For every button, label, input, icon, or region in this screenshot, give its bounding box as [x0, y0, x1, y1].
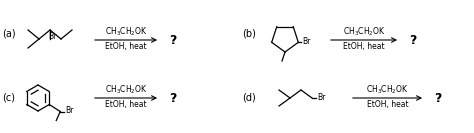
- Text: ?: ?: [169, 92, 177, 105]
- Text: CH$_3$CH$_2$OK: CH$_3$CH$_2$OK: [343, 26, 385, 38]
- Text: Br: Br: [302, 37, 310, 46]
- Text: ?: ?: [410, 34, 417, 47]
- Text: Br: Br: [48, 32, 56, 41]
- Text: EtOH, heat: EtOH, heat: [105, 42, 147, 51]
- Text: (b): (b): [242, 28, 256, 38]
- Text: (a): (a): [2, 28, 16, 38]
- Text: (c): (c): [2, 93, 15, 103]
- Text: EtOH, heat: EtOH, heat: [105, 100, 147, 109]
- Text: ?: ?: [169, 34, 177, 47]
- Text: CH$_3$CH$_2$OK: CH$_3$CH$_2$OK: [366, 84, 409, 96]
- Text: EtOH, heat: EtOH, heat: [343, 42, 385, 51]
- Text: CH$_3$CH$_2$OK: CH$_3$CH$_2$OK: [105, 26, 147, 38]
- Text: EtOH, heat: EtOH, heat: [367, 100, 408, 109]
- Text: Br: Br: [317, 92, 325, 101]
- Text: ?: ?: [434, 92, 442, 105]
- Text: Br: Br: [65, 106, 73, 115]
- Text: CH$_3$CH$_2$OK: CH$_3$CH$_2$OK: [105, 84, 147, 96]
- Text: (d): (d): [242, 93, 256, 103]
